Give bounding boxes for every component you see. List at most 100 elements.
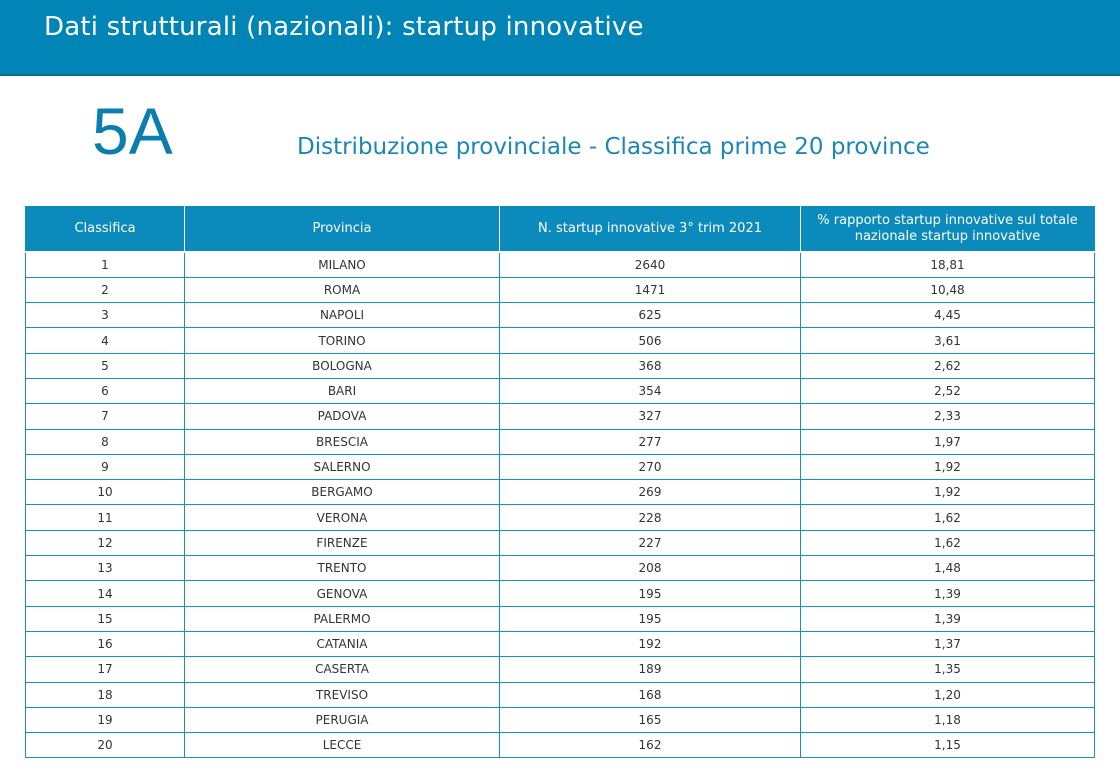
table-row: 4 TORINO 506 3,61 [25,327,1095,354]
percentage-cell: 1,18 [800,706,1095,734]
startup-count-cell: 165 [499,706,801,734]
table-row: 9 SALERNO 270 1,92 [25,453,1095,481]
rank-cell: 13 [25,555,185,582]
table-row: 13 TRENTO 208 1,48 [25,555,1095,582]
province-cell: CASERTA [184,656,500,683]
table-header-row: Classifica Provincia N. startup innovati… [25,206,1095,253]
percentage-cell: 1,35 [800,656,1095,683]
rank-cell: 9 [25,453,185,481]
header-title: Dati strutturali (nazionali): startup in… [44,12,644,42]
percentage-cell: 1,97 [800,428,1095,455]
province-cell: TORINO [184,327,500,354]
startup-count-cell: 506 [499,327,801,354]
province-cell: GENOVA [184,580,500,607]
province-cell: PALERMO [184,605,500,632]
percentage-cell: 1,20 [800,681,1095,708]
table-row: 7 PADOVA 327 2,33 [25,403,1095,430]
rank-cell: 17 [25,656,185,683]
startup-count-cell: 368 [499,352,801,379]
header-bar: Dati strutturali (nazionali): startup in… [0,0,1120,76]
startup-count-cell: 192 [499,630,801,658]
startup-count-cell: 2640 [499,251,801,278]
table-row: 2 ROMA 1471 10,48 [25,276,1095,304]
table-row: 18 TREVISO 168 1,20 [25,681,1095,708]
percentage-cell: 1,62 [800,529,1095,557]
rank-cell: 4 [25,327,185,354]
rank-cell: 20 [25,732,185,759]
percentage-cell: 1,92 [800,479,1095,506]
rank-cell: 12 [25,529,185,557]
percentage-cell: 1,48 [800,555,1095,582]
startup-count-cell: 1471 [499,276,801,304]
startup-count-cell: 354 [499,377,801,405]
rank-cell: 3 [25,302,185,329]
percentage-cell: 2,62 [800,352,1095,379]
rank-cell: 18 [25,681,185,708]
table-row: 10 BERGAMO 269 1,92 [25,479,1095,506]
startup-count-cell: 195 [499,605,801,632]
startup-count-cell: 208 [499,555,801,582]
table-row: 16 CATANIA 192 1,37 [25,630,1095,658]
percentage-cell: 1,92 [800,453,1095,481]
percentage-cell: 1,39 [800,580,1095,607]
province-cell: BERGAMO [184,479,500,506]
rank-cell: 5 [25,352,185,379]
column-header-startup-count: N. startup innovative 3° trim 2021 [499,206,801,253]
column-header-rank: Classifica [25,206,185,253]
percentage-cell: 1,39 [800,605,1095,632]
table-row: 15 PALERMO 195 1,39 [25,605,1095,632]
percentage-cell: 4,45 [800,302,1095,329]
percentage-cell: 1,62 [800,504,1095,531]
rank-cell: 16 [25,630,185,658]
province-cell: BOLOGNA [184,352,500,379]
table-row: 14 GENOVA 195 1,39 [25,580,1095,607]
table-row: 19 PERUGIA 165 1,18 [25,706,1095,734]
province-cell: FIRENZE [184,529,500,557]
startup-count-cell: 162 [499,732,801,759]
province-cell: LECCE [184,732,500,759]
startup-count-cell: 625 [499,302,801,329]
table-body: 1 MILANO 2640 18,81 2 ROMA 1471 10,48 3 NAPOLI 625… [25,251,1095,759]
rank-cell: 2 [25,276,185,304]
rank-cell: 11 [25,504,185,531]
rank-cell: 10 [25,479,185,506]
table-row: 3 NAPOLI 625 4,45 [25,302,1095,329]
startup-count-cell: 270 [499,453,801,481]
percentage-cell: 10,48 [800,276,1095,304]
section-title: Distribuzione provinciale - Classifica p… [297,134,930,160]
rank-cell: 8 [25,428,185,455]
startup-count-cell: 195 [499,580,801,607]
province-ranking-table: Classifica Provincia N. startup innovati… [25,206,1095,759]
percentage-cell: 3,61 [800,327,1095,354]
rank-cell: 7 [25,403,185,430]
province-cell: PERUGIA [184,706,500,734]
table-row: 6 BARI 354 2,52 [25,377,1095,405]
table-row: 5 BOLOGNA 368 2,62 [25,352,1095,379]
province-cell: PADOVA [184,403,500,430]
percentage-cell: 1,15 [800,732,1095,759]
rank-cell: 1 [25,251,185,278]
column-header-province: Provincia [184,206,500,253]
province-cell: BRESCIA [184,428,500,455]
province-cell: CATANIA [184,630,500,658]
percentage-cell: 1,37 [800,630,1095,658]
table-row: 12 FIRENZE 227 1,62 [25,529,1095,557]
table-row: 1 MILANO 2640 18,81 [25,251,1095,278]
province-cell: VERONA [184,504,500,531]
percentage-cell: 2,52 [800,377,1095,405]
startup-count-cell: 189 [499,656,801,683]
province-cell: TREVISO [184,681,500,708]
startup-count-cell: 277 [499,428,801,455]
startup-count-cell: 327 [499,403,801,430]
rank-cell: 15 [25,605,185,632]
table-row: 8 BRESCIA 277 1,97 [25,428,1095,455]
rank-cell: 14 [25,580,185,607]
startup-count-cell: 227 [499,529,801,557]
province-cell: NAPOLI [184,302,500,329]
percentage-cell: 18,81 [800,251,1095,278]
percentage-cell: 2,33 [800,403,1095,430]
province-cell: BARI [184,377,500,405]
rank-cell: 19 [25,706,185,734]
province-cell: TRENTO [184,555,500,582]
